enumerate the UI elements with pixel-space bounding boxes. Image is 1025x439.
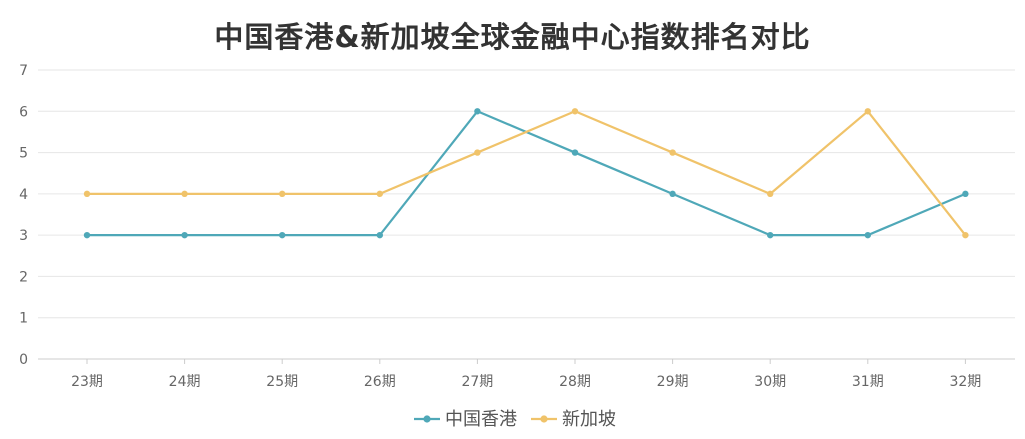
y-tick-label: 2	[19, 269, 28, 285]
y-tick-label: 1	[19, 311, 28, 327]
series-layer	[83, 108, 969, 239]
data-point	[181, 190, 188, 198]
data-point	[864, 108, 871, 115]
legend-label: 中国香港	[445, 409, 517, 430]
data-point	[767, 190, 774, 198]
data-point	[571, 108, 579, 115]
data-point	[962, 231, 969, 239]
y-tick-label: 4	[19, 187, 28, 203]
x-tick-label: 32期	[949, 374, 981, 390]
legend-swatch-marker	[423, 415, 431, 423]
chart-title: 中国香港&新加坡全球金融中心指数排名对比	[214, 20, 811, 54]
x-tick-label: 26期	[364, 374, 396, 390]
data-point	[83, 231, 91, 239]
legend-label: 新加坡	[562, 409, 616, 430]
legend-swatch-marker	[540, 415, 548, 423]
series-line-1	[87, 110, 967, 236]
data-point	[669, 190, 676, 198]
data-point	[571, 149, 579, 156]
y-tick-label: 0	[19, 352, 28, 368]
data-point	[83, 190, 91, 198]
x-axis: 23期 24期 25期 26期 27期 28期 29期 30期 31期 32期	[71, 359, 981, 390]
series-line-0	[87, 110, 966, 237]
data-point	[962, 190, 969, 198]
data-point	[864, 231, 871, 239]
x-tick-label: 24期	[169, 374, 201, 390]
data-point	[279, 190, 286, 198]
data-point	[669, 149, 676, 156]
data-point	[279, 231, 286, 239]
data-point	[376, 231, 383, 239]
data-point	[181, 231, 188, 239]
x-tick-label: 31期	[852, 374, 884, 390]
legend: 中国香港 新加坡	[414, 409, 616, 430]
x-tick-label: 27期	[461, 374, 493, 390]
y-tick-label: 5	[19, 146, 28, 162]
y-tick-label: 3	[19, 228, 28, 244]
data-point	[767, 231, 774, 239]
y-tick-label: 6	[19, 104, 28, 120]
x-tick-label: 25期	[266, 374, 298, 390]
x-tick-label: 23期	[71, 374, 103, 390]
y-axis: 0 1 2 3 4 5 6 7	[19, 63, 28, 368]
x-tick-label: 30期	[754, 374, 786, 390]
x-tick-label: 28期	[559, 374, 591, 390]
y-tick-label: 7	[19, 63, 28, 79]
x-tick-label: 29期	[657, 374, 689, 390]
data-point	[474, 108, 481, 115]
data-point	[474, 149, 481, 156]
data-point	[376, 190, 383, 198]
